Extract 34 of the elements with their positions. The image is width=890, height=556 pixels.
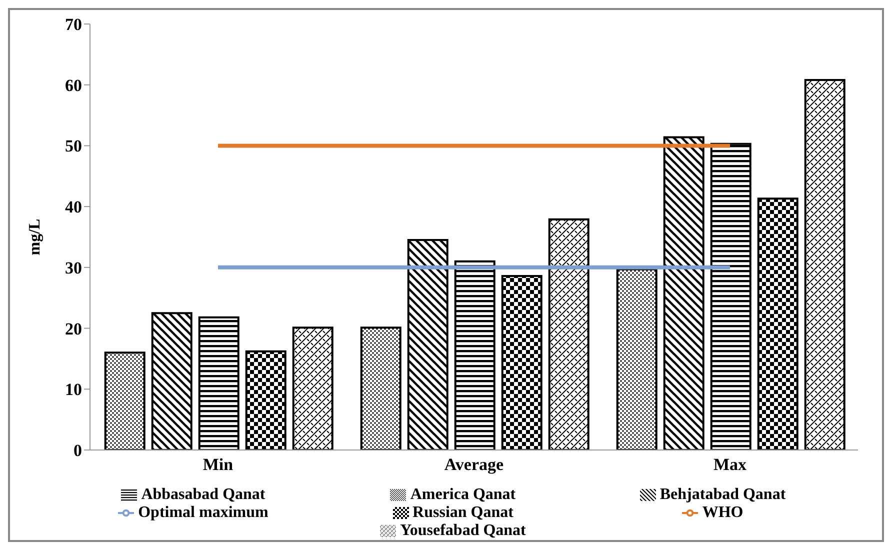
y-tick-label: 50 bbox=[65, 136, 82, 156]
x-tick-label: Average bbox=[444, 455, 504, 474]
bar bbox=[804, 78, 846, 450]
legend-label: America Qanat bbox=[410, 486, 516, 503]
y-tick-label: 70 bbox=[65, 15, 82, 34]
bar bbox=[360, 326, 402, 450]
legend-label: Russian Qanat bbox=[412, 504, 514, 521]
y-tick-label: 10 bbox=[65, 380, 82, 400]
bar bbox=[663, 136, 704, 450]
y-tick-label: 30 bbox=[65, 258, 82, 278]
bar bbox=[151, 312, 192, 450]
y-tick-label: 40 bbox=[65, 198, 82, 217]
bar bbox=[454, 260, 496, 450]
bar bbox=[245, 350, 286, 450]
legend-label: WHO bbox=[702, 504, 744, 521]
y-tick-label: 20 bbox=[65, 319, 82, 338]
legend-label: Behjatabad Qanat bbox=[660, 486, 786, 503]
x-tick-label: Max bbox=[713, 455, 748, 474]
bar bbox=[548, 218, 590, 450]
bar bbox=[501, 274, 542, 450]
legend-label: Optimal maximum bbox=[138, 504, 268, 521]
y-tick-label: 60 bbox=[65, 76, 82, 95]
legend-label: Yousefabad Qanat bbox=[400, 522, 526, 539]
x-tick-label: Min bbox=[202, 455, 234, 474]
bar bbox=[616, 268, 658, 450]
bar bbox=[198, 316, 240, 450]
y-axis-title: mg/L bbox=[26, 218, 44, 256]
bar bbox=[292, 326, 334, 450]
bar bbox=[757, 198, 798, 450]
y-tick-label: 0 bbox=[74, 441, 82, 460]
bar bbox=[710, 142, 752, 450]
legend-label: Abbasabad Qanat bbox=[141, 486, 266, 503]
bar bbox=[104, 352, 146, 450]
bar bbox=[407, 239, 448, 450]
